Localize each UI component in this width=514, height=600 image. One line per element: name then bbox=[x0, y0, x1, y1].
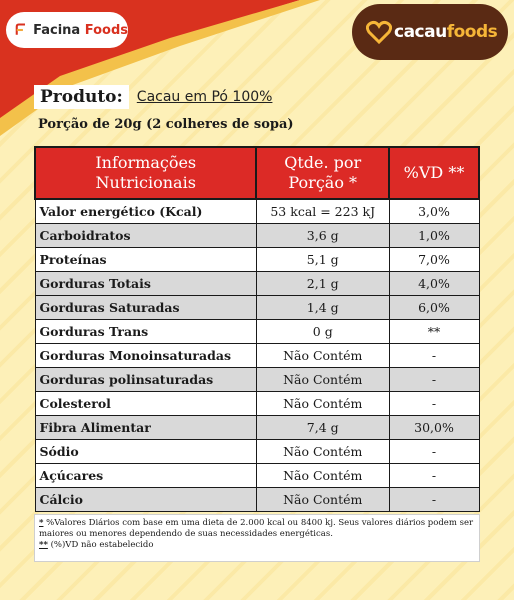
cacau-logo-word: cacau bbox=[394, 22, 447, 42]
nutrient-quantity: 7,4 g bbox=[255, 414, 390, 440]
nutrient-daily-value: 1,0% bbox=[388, 222, 480, 248]
nutrient-daily-value: 6,0% bbox=[388, 294, 480, 320]
cacau-logo-accent-word: foods bbox=[446, 22, 498, 42]
nutrient-name: Cálcio bbox=[34, 486, 257, 512]
product-name: Cacau em Pó 100% bbox=[136, 89, 273, 105]
cacau-heart-icon bbox=[366, 20, 392, 44]
nutrient-quantity: 53 kcal = 223 kJ bbox=[255, 198, 390, 224]
nutrient-name: Colesterol bbox=[34, 390, 257, 416]
portion-size: Porção de 20g (2 colheres de sopa) bbox=[38, 117, 294, 132]
table-row: Gorduras Trans 0 g ** bbox=[34, 318, 480, 344]
table-row: Cálcio Não Contém - bbox=[34, 486, 480, 512]
nutrient-quantity: Não Contém bbox=[255, 486, 390, 512]
header-daily-value: %VD ** bbox=[388, 146, 480, 200]
nutrient-quantity: 1,4 g bbox=[255, 294, 390, 320]
nutrient-quantity: Não Contém bbox=[255, 342, 390, 368]
table-row: Gorduras polinsaturadas Não Contém - bbox=[34, 366, 480, 392]
table-row: Proteínas 5,1 g 7,0% bbox=[34, 246, 480, 272]
nutrient-daily-value: - bbox=[388, 486, 480, 512]
nutrient-name: Valor energético (Kcal) bbox=[34, 198, 257, 224]
nutrient-daily-value: ** bbox=[388, 318, 480, 344]
table-row: Carboidratos 3,6 g 1,0% bbox=[34, 222, 480, 248]
table-row: Fibra Alimentar 7,4 g 30,0% bbox=[34, 414, 480, 440]
cacau-foods-logo: cacaufoods bbox=[352, 4, 508, 60]
nutrient-name: Fibra Alimentar bbox=[34, 414, 257, 440]
facina-logo-accent-word: Foods bbox=[84, 22, 128, 38]
nutrient-quantity: Não Contém bbox=[255, 366, 390, 392]
table-row: Gorduras Monoinsaturadas Não Contém - bbox=[34, 342, 480, 368]
nutrient-name: Proteínas bbox=[34, 246, 257, 272]
nutrient-daily-value: - bbox=[388, 462, 480, 488]
table-row: Gorduras Totais 2,1 g 4,0% bbox=[34, 270, 480, 296]
nutrient-name: Gorduras polinsaturadas bbox=[34, 366, 257, 392]
product-label: Produto: bbox=[34, 85, 129, 109]
footnote-vd-not-established: ** (%)VD não estabelecido bbox=[39, 540, 154, 550]
header-quantity-per-portion: Qtde. por Porção * bbox=[255, 146, 390, 200]
footnote-daily-values: * %Valores Diários com base em uma dieta… bbox=[39, 518, 474, 539]
nutrient-quantity: 5,1 g bbox=[255, 246, 390, 272]
nutrient-name: Gorduras Trans bbox=[34, 318, 257, 344]
table-row: Açúcares Não Contém - bbox=[34, 462, 480, 488]
nutrient-daily-value: 4,0% bbox=[388, 270, 480, 296]
nutrition-table-body: Valor energético (Kcal) 53 kcal = 223 kJ 3… bbox=[34, 198, 480, 512]
nutrient-quantity: 2,1 g bbox=[255, 270, 390, 296]
nutrient-name: Açúcares bbox=[34, 462, 257, 488]
facina-logo-icon bbox=[15, 23, 25, 35]
nutrient-quantity: Não Contém bbox=[255, 438, 390, 464]
nutrient-daily-value: - bbox=[388, 438, 480, 464]
nutrient-name: Gorduras Monoinsaturadas bbox=[34, 342, 257, 368]
nutrient-name: Gorduras Totais bbox=[34, 270, 257, 296]
table-row: Colesterol Não Contém - bbox=[34, 390, 480, 416]
footnotes-box: * %Valores Diários com base em uma dieta… bbox=[34, 514, 480, 562]
nutrition-table: Informações Nutricionais Qtde. por Porçã… bbox=[33, 146, 480, 512]
nutrient-name: Sódio bbox=[34, 438, 257, 464]
nutrient-quantity: 3,6 g bbox=[255, 222, 390, 248]
table-header-row: Informações Nutricionais Qtde. por Porçã… bbox=[33, 146, 480, 200]
table-row: Valor energético (Kcal) 53 kcal = 223 kJ 3… bbox=[34, 198, 480, 224]
nutrient-quantity: Não Contém bbox=[255, 390, 390, 416]
nutrient-daily-value: - bbox=[388, 390, 480, 416]
header-nutrition-info: Informações Nutricionais bbox=[33, 146, 258, 200]
nutrient-daily-value: 3,0% bbox=[388, 198, 480, 224]
nutrient-daily-value: - bbox=[388, 366, 480, 392]
nutrient-daily-value: - bbox=[388, 342, 480, 368]
nutrient-daily-value: 30,0% bbox=[388, 414, 480, 440]
facina-foods-logo: Facina Foods bbox=[6, 12, 128, 48]
product-line: Produto: Cacau em Pó 100% bbox=[34, 84, 272, 110]
table-row: Gorduras Saturadas 1,4 g 6,0% bbox=[34, 294, 480, 320]
nutrient-quantity: Não Contém bbox=[255, 462, 390, 488]
nutrient-name: Carboidratos bbox=[34, 222, 257, 248]
nutrient-quantity: 0 g bbox=[255, 318, 390, 344]
table-row: Sódio Não Contém - bbox=[34, 438, 480, 464]
nutrient-daily-value: 7,0% bbox=[388, 246, 480, 272]
nutrient-name: Gorduras Saturadas bbox=[34, 294, 257, 320]
facina-logo-word: Facina bbox=[33, 22, 81, 38]
